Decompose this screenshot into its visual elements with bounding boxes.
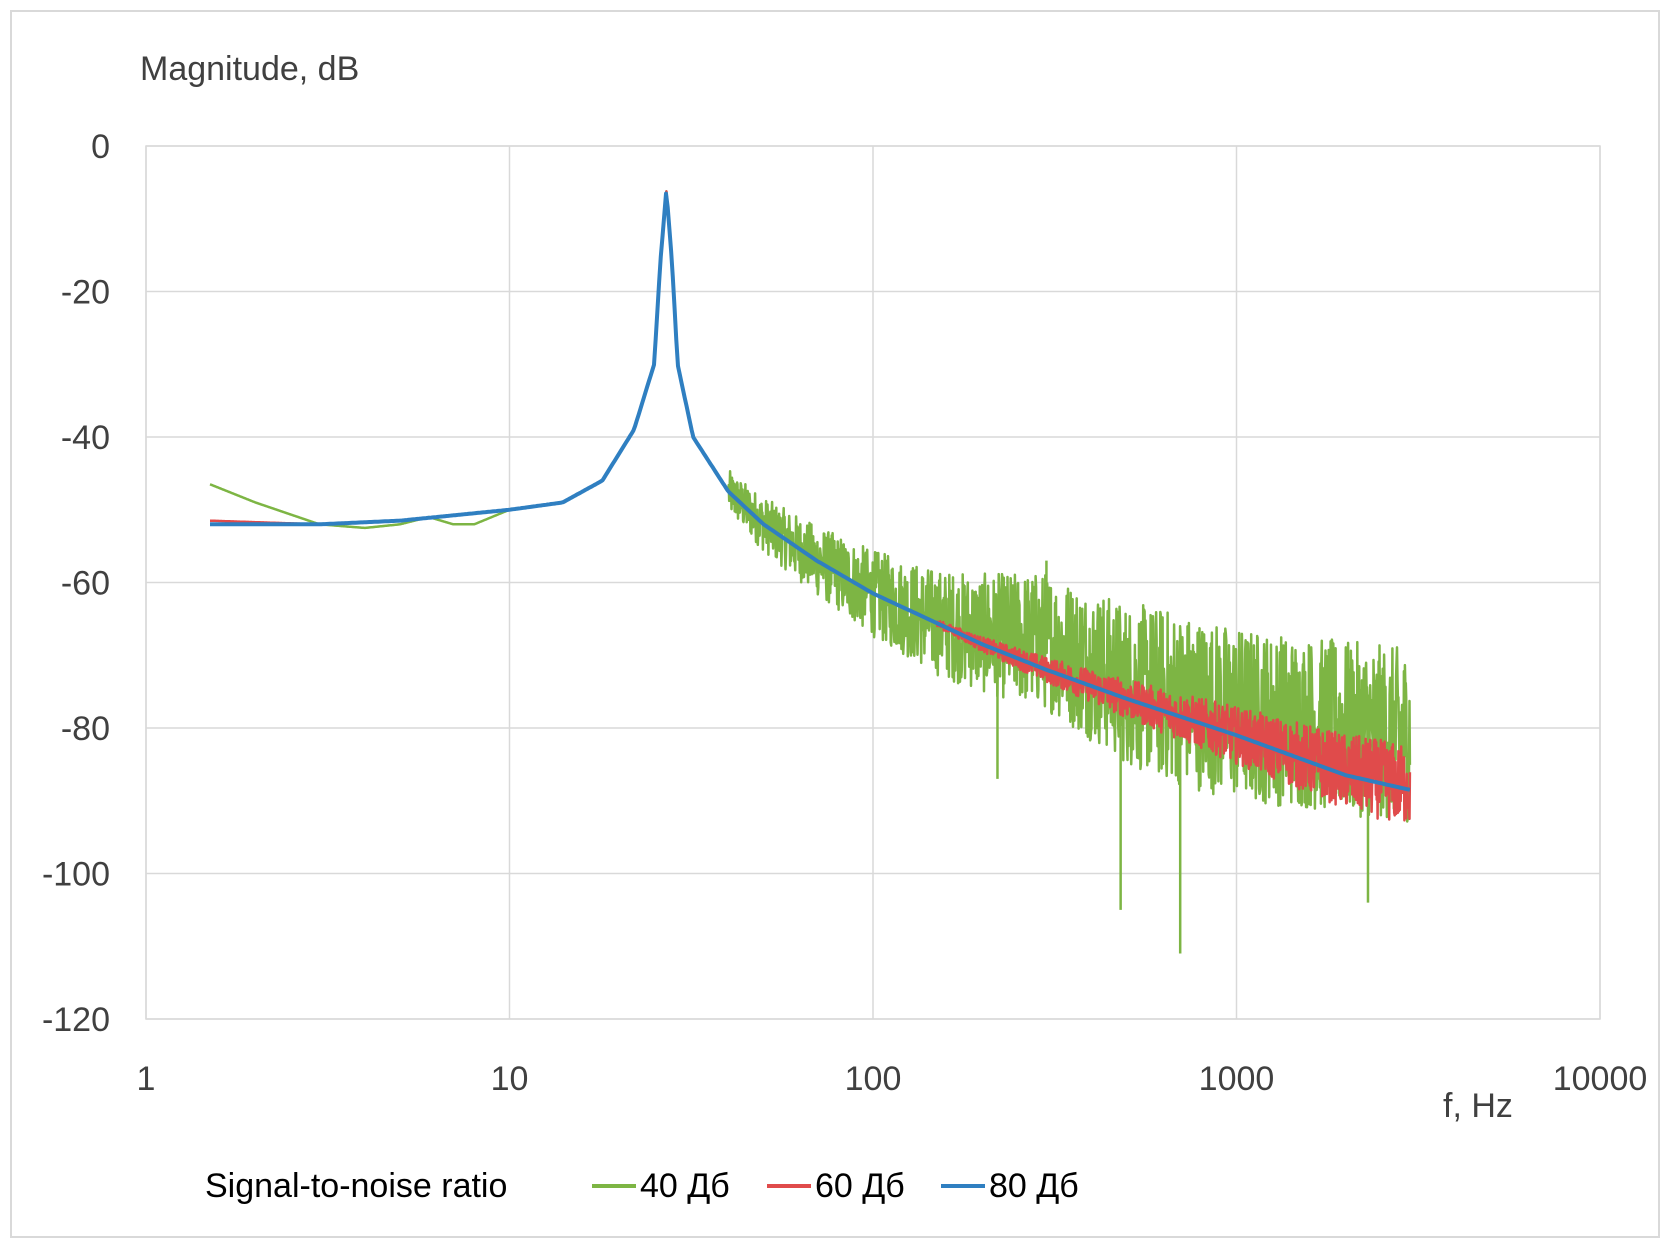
x-tick-label: 1 (137, 1060, 156, 1098)
legend: Signal-to-noise ratio 40 Дб 60 Дб 80 Дб (205, 1167, 1079, 1205)
plot-area (145, 145, 1601, 1020)
y-tick-label: -20 (61, 274, 110, 312)
x-tick-label: 10 (491, 1060, 529, 1098)
plot-border (145, 145, 1601, 1020)
legend-label: 60 Дб (815, 1167, 905, 1205)
x-tick-label: 1000 (1199, 1060, 1275, 1098)
series-line (209, 191, 1411, 792)
axis-labels: 0 -20 -40 -60 -80 -100 -120 1 10 100 1000 10000 Magn… (42, 50, 1647, 1125)
y-tick-label: -120 (42, 1001, 110, 1039)
x-tick-label: 10000 (1553, 1060, 1648, 1098)
series-line (209, 190, 1412, 822)
y-tick-label: 0 (91, 128, 110, 166)
legend-label: 80 Дб (989, 1167, 1079, 1205)
chart-frame (10, 10, 1660, 1238)
x-axis-title: f, Hz (1443, 1087, 1513, 1125)
y-tick-label: -40 (61, 419, 110, 457)
y-tick-label: -60 (61, 565, 110, 603)
series-line (209, 190, 1412, 823)
series-layer (209, 190, 1412, 954)
y-tick-label: -100 (42, 856, 110, 894)
legend-title: Signal-to-noise ratio (205, 1167, 507, 1205)
x-tick-label: 100 (845, 1060, 902, 1098)
y-axis-title: Magnitude, dB (140, 50, 359, 88)
legend-label: 40 Дб (640, 1167, 730, 1205)
y-tick-label: -80 (61, 710, 110, 748)
